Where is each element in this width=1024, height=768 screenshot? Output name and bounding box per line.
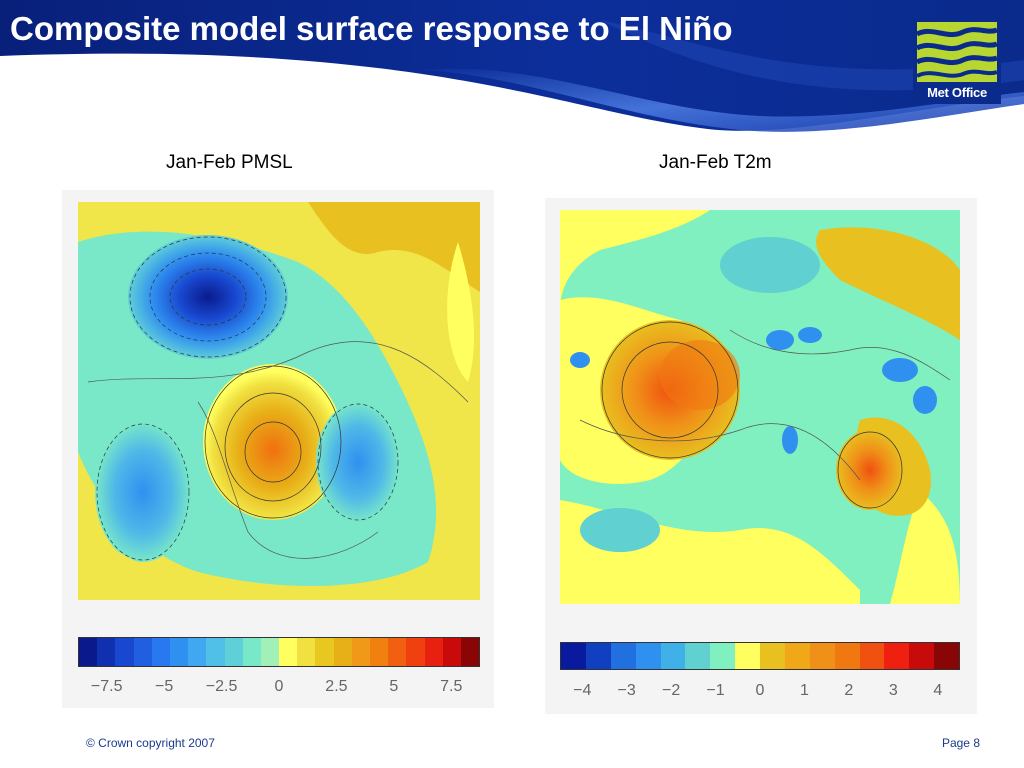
colorbar-swatch [884,643,910,669]
colorbar-swatch [834,643,860,669]
colorbar-tick-label: −7.5 [90,678,123,695]
colorbar-tick-label: −4 [573,682,592,699]
t2m-map [560,210,960,604]
colorbar-tick-label: −2.5 [205,678,238,695]
colorbar-swatch [388,638,407,666]
panel-title-t2m: Jan-Feb T2m [659,152,772,173]
colorbar-swatch [260,638,280,666]
colorbar-tick-label: −5 [155,678,174,695]
colorbar-tick-label: 2.5 [325,678,348,695]
colorbar-swatch [735,643,760,669]
colorbar-swatch [442,638,461,666]
colorbar-swatch [151,638,170,666]
colorbar-swatch [809,643,835,669]
colorbar-swatch [909,643,935,669]
colorbar-tick-label: −1 [706,682,725,699]
colorbar-swatch [561,643,586,669]
colorbar-swatch [585,643,611,669]
colorbar-swatch [333,638,352,666]
colorbar-swatch [710,643,736,669]
colorbar-swatch [279,638,298,666]
colorbar-swatch [424,638,443,666]
copyright-notice: © Crown copyright 2007 [86,736,215,750]
colorbar-swatch [79,638,98,666]
colorbar-tick-label: 0 [274,678,284,695]
colorbar-swatch [169,638,189,666]
met-office-logo: Met Office [913,18,1001,104]
colorbar-tick-label: 2 [844,682,854,699]
t2m-colorbar [560,642,960,670]
colorbar-swatch [224,638,243,666]
colorbar-swatch [97,638,116,666]
colorbar-swatch [760,643,785,669]
slide-title: Composite model surface response to El N… [10,10,733,47]
colorbar-swatch [685,643,711,669]
colorbar-tick-label: 1 [799,682,809,699]
colorbar-swatch [133,638,152,666]
colorbar-tick-label: 4 [933,682,943,699]
colorbar-tick-label: 0 [755,682,765,699]
colorbar-tick-label: −3 [617,682,636,699]
colorbar-tick-label: 7.5 [440,678,463,695]
pmsl-map [78,202,480,600]
page-number: Page 8 [941,736,980,750]
colorbar-swatch [460,638,480,666]
logo-text: Met Office [927,85,987,100]
colorbar-swatch [406,638,425,666]
colorbar-tick-label: 5 [389,678,399,695]
colorbar-swatch [115,638,134,666]
colorbar-swatch [934,643,959,669]
colorbar-swatch [370,638,389,666]
pmsl-colorbar [78,637,480,667]
colorbar-swatch [206,638,225,666]
colorbar-swatch [610,643,636,669]
header-banner: Composite model surface response to El N… [0,0,1024,140]
colorbar-swatch [315,638,334,666]
t2m-colorbar-ticks: −4 −3 −2 −1 0 1 2 3 4 [560,682,960,702]
colorbar-swatch [242,638,261,666]
colorbar-swatch [188,638,207,666]
pmsl-colorbar-ticks: −7.5 −5 −2.5 0 2.5 5 7.5 [78,678,480,698]
colorbar-swatch [351,638,370,666]
colorbar-swatch [784,643,810,669]
colorbar-tick-label: −2 [661,682,681,699]
colorbar-swatch [859,643,885,669]
colorbar-swatch [660,643,686,669]
met-office-waves-icon [913,18,1001,104]
panel-title-pmsl: Jan-Feb PMSL [166,152,293,173]
colorbar-tick-label: 3 [888,682,898,699]
colorbar-swatch [297,638,316,666]
colorbar-swatch [635,643,661,669]
